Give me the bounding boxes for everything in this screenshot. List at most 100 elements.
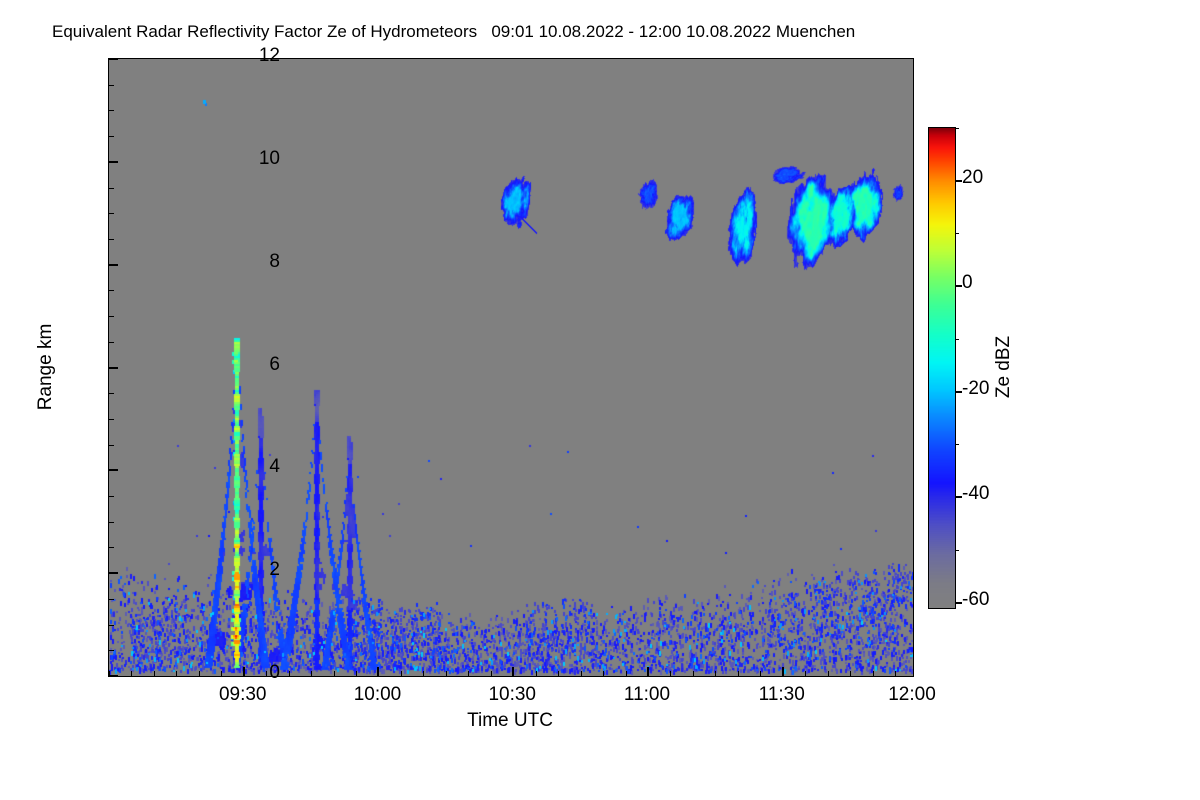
x-tick [895, 671, 896, 676]
x-tick-top [377, 58, 379, 59]
y-tick [109, 85, 114, 86]
x-tick [221, 671, 222, 676]
plot-area[interactable] [108, 58, 914, 677]
x-tick [423, 671, 424, 676]
y-tick [109, 547, 114, 548]
colorbar-tick [955, 285, 962, 288]
colorbar-tick-label: -20 [962, 377, 990, 399]
x-tick-label: 10:00 [353, 684, 402, 705]
y-tick [109, 367, 118, 369]
x-tick-top [468, 58, 469, 59]
colorbar-tick [955, 179, 962, 182]
x-tick-top [760, 58, 761, 59]
x-tick-top [626, 58, 627, 59]
x-tick [581, 671, 582, 676]
colorbar-tick-label: -40 [962, 483, 990, 505]
y-tick-right [913, 316, 914, 317]
x-tick-label: 12:00 [888, 684, 936, 705]
colorbar-minor-tick [955, 444, 959, 446]
x-tick-top [243, 58, 245, 59]
x-tick [536, 671, 537, 676]
y-tick-right [913, 522, 914, 523]
x-tick-top [423, 58, 424, 59]
x-tick [131, 671, 132, 676]
x-tick [401, 671, 402, 676]
x-tick-top [715, 58, 716, 59]
x-tick [715, 671, 716, 676]
x-tick [805, 671, 806, 676]
y-tick-right [913, 264, 914, 266]
x-tick-top [603, 58, 604, 59]
x-tick [782, 667, 784, 676]
x-tick-top [154, 58, 155, 59]
x-tick-top [491, 58, 492, 59]
y-tick-right [913, 419, 914, 420]
x-tick-top [782, 58, 784, 59]
y-tick-right [913, 367, 914, 369]
y-tick [109, 316, 114, 317]
y-tick [109, 522, 114, 523]
y-tick [109, 290, 114, 291]
y-tick [109, 572, 118, 574]
x-tick [446, 671, 447, 676]
y-axis-title-wrap: Range km [0, 58, 60, 675]
y-tick-right [913, 161, 914, 163]
x-tick [334, 671, 335, 676]
y-tick [109, 110, 114, 111]
y-tick-right [913, 342, 914, 343]
x-tick-top [828, 58, 829, 59]
x-tick-top [176, 58, 177, 59]
y-tick-right [913, 290, 914, 291]
y-tick-right [913, 445, 914, 446]
x-tick-top [446, 58, 447, 59]
y-tick [109, 239, 114, 240]
x-tick-top [199, 58, 200, 59]
x-tick-top [109, 58, 110, 59]
y-tick-right [913, 572, 914, 574]
colorbar [928, 127, 962, 609]
x-tick [199, 671, 200, 676]
colorbar-minor-tick [955, 549, 959, 551]
x-tick-top [693, 58, 694, 59]
x-tick-top [738, 58, 739, 59]
x-tick [693, 671, 694, 676]
x-tick-top [221, 58, 222, 59]
y-tick-right [913, 496, 914, 497]
colorbar-minor-tick [955, 128, 959, 129]
x-tick [266, 671, 267, 676]
x-tick-top [850, 58, 851, 59]
x-tick-top [895, 58, 896, 59]
y-tick-right [913, 136, 914, 137]
y-tick-right [913, 625, 914, 626]
x-tick [670, 671, 671, 676]
y-tick [109, 136, 114, 137]
y-tick [109, 213, 114, 214]
x-axis-title: Time UTC [467, 710, 553, 731]
y-tick [109, 650, 114, 651]
x-tick [828, 671, 829, 676]
x-tick [356, 671, 357, 676]
y-tick-label: 8 [269, 251, 280, 272]
x-tick [377, 667, 379, 676]
y-tick-right [913, 599, 914, 600]
y-tick-label: 12 [258, 45, 280, 66]
colorbar-minor-tick [955, 338, 959, 340]
x-tick-top [289, 58, 290, 59]
y-tick-right [913, 469, 914, 471]
y-tick [109, 161, 118, 163]
colorbar-title-wrap: Ze dBZ [984, 127, 1024, 607]
colorbar-tick-label: 20 [962, 166, 984, 188]
x-tick-top [558, 58, 559, 59]
reflectivity-heatmap [109, 59, 913, 676]
y-tick-label: 2 [269, 559, 280, 580]
y-tick [109, 393, 114, 394]
colorbar-minor-tick [955, 233, 959, 235]
y-tick [109, 469, 118, 471]
y-tick [109, 625, 114, 626]
x-tick [738, 671, 739, 676]
x-tick [109, 671, 110, 676]
x-tick [850, 671, 851, 676]
y-tick-right [913, 547, 914, 548]
y-tick [109, 342, 114, 343]
